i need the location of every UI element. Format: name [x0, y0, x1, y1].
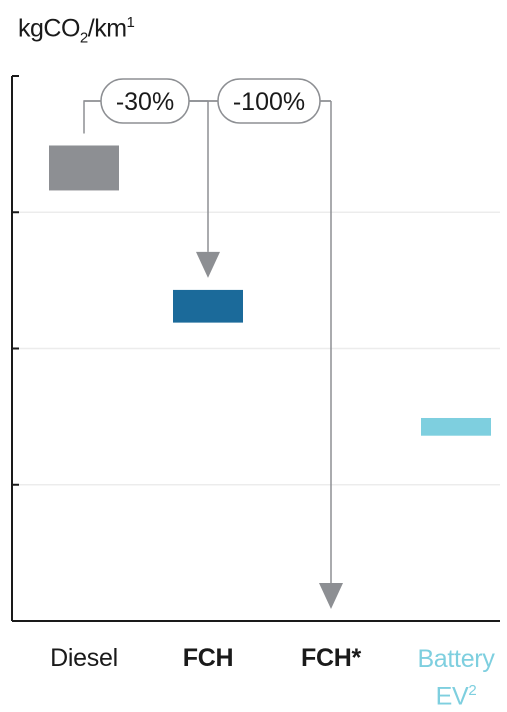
arrow-head-2 [319, 583, 343, 609]
y-axis-label-base: kgCO [18, 14, 80, 43]
x-tick-label-fch: FCH* [301, 644, 361, 672]
x-tick-label-diesel: Diesel [50, 644, 118, 672]
x-tick-label-battery-ev: Battery EV2 [417, 645, 495, 711]
bar-fch [173, 289, 243, 323]
annotation-label-2: -100% [233, 88, 305, 116]
y-axis-label-sup: 1 [126, 14, 135, 31]
annotation-pill-2 [217, 78, 321, 124]
bar-battery-ev [421, 417, 491, 436]
arrow-head-1 [196, 251, 220, 278]
annotation-label-1: -30% [116, 88, 174, 116]
y-axis-label: kgCO2/km1 [18, 14, 135, 47]
y-axis-label-sub: 2 [79, 29, 88, 47]
x-tick-label-fch: FCH [182, 644, 234, 672]
bar-diesel [49, 145, 119, 191]
y-axis-label-mid: /km [87, 14, 127, 43]
